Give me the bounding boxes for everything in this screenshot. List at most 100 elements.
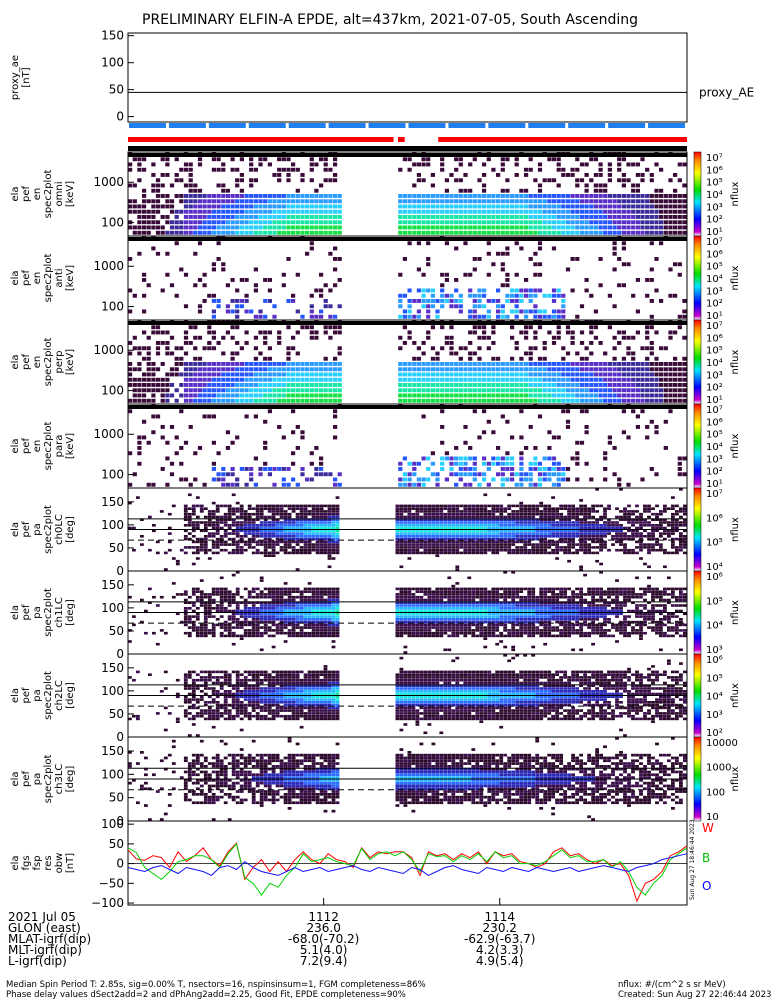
- heatmap-cell: [645, 335, 650, 340]
- heatmap-cell: [556, 393, 561, 398]
- heatmap-cell: [427, 521, 432, 524]
- heatmap-cell: [191, 551, 196, 555]
- heatmap-cell: [323, 535, 328, 538]
- heatmap-cell: [591, 551, 595, 555]
- heatmap-cell: [491, 215, 496, 219]
- heatmap-cell: [188, 194, 193, 198]
- heatmap-cell: [444, 341, 449, 345]
- heatmap-cell: [584, 194, 589, 198]
- heatmap-cell: [309, 388, 314, 393]
- heatmap-cell: [407, 388, 412, 393]
- heatmap-cell: [673, 220, 678, 225]
- heatmap-cell: [151, 430, 156, 435]
- heatmap-cell: [319, 220, 324, 225]
- heatmap-cell: [587, 521, 591, 524]
- heatmap-cell: [523, 526, 528, 530]
- heatmap-cell: [647, 504, 651, 508]
- heatmap-cell: [197, 194, 203, 198]
- heatmap-cell: [499, 532, 504, 535]
- heatmap-cell: [211, 634, 216, 638]
- heatmap-cell: [673, 393, 678, 398]
- heatmap-cell: [449, 467, 454, 471]
- heatmap-cell: [575, 507, 579, 510]
- heatmap-cell: [467, 537, 472, 541]
- heatmap-cell: [328, 393, 333, 398]
- heatmap-cell: [188, 425, 193, 429]
- heatmap-cell: [555, 551, 559, 555]
- heatmap-cell: [435, 351, 440, 356]
- heatmap-cell: [183, 601, 188, 604]
- heatmap-cell: [415, 512, 420, 516]
- heatmap-cell: [575, 456, 580, 461]
- heatmap-cell: [671, 529, 675, 533]
- heatmap-cell: [673, 388, 678, 393]
- heatmap-cell: [323, 220, 328, 225]
- heatmap-cell: [640, 225, 645, 230]
- heatmap-cell: [482, 398, 487, 403]
- heatmap-cell: [463, 507, 468, 510]
- heatmap-cell: [179, 225, 184, 230]
- heatmap-cell: [479, 518, 484, 521]
- heatmap-cell: [555, 526, 559, 530]
- heatmap-cell: [151, 388, 156, 393]
- heatmap-cell: [523, 524, 528, 527]
- heatmap-cell: [407, 524, 412, 527]
- heatmap-cell: [467, 540, 472, 544]
- heatmap-cell: [311, 529, 316, 533]
- heatmap-cell: [524, 309, 529, 314]
- heatmap-cell: [459, 526, 464, 530]
- heatmap-cell: [668, 204, 673, 209]
- heatmap-cell: [299, 532, 304, 535]
- heatmap-cell: [654, 220, 659, 225]
- heatmap-cell: [615, 524, 619, 527]
- heatmap-cell: [207, 524, 212, 527]
- heatmap-cell: [519, 518, 524, 521]
- heatmap-cell: [482, 362, 487, 366]
- heatmap-cell: [654, 215, 659, 219]
- heatmap-cell: [187, 607, 192, 610]
- heatmap-cell: [514, 304, 519, 309]
- heatmap-cell: [495, 504, 500, 508]
- heatmap-cell: [459, 551, 464, 555]
- heatmap-cell: [468, 288, 473, 293]
- heatmap-cell: [439, 548, 444, 552]
- heatmap-cell: [444, 188, 449, 193]
- heatmap-cell: [291, 362, 296, 366]
- heatmap-cell: [137, 209, 142, 214]
- heatmap-cell: [455, 526, 460, 530]
- heatmap-cell: [528, 356, 533, 361]
- heatmap-cell: [287, 537, 292, 541]
- heatmap-cell: [659, 512, 663, 516]
- heatmap-cell: [407, 461, 412, 466]
- heatmap-cell: [179, 461, 184, 466]
- heatmap-cell: [337, 204, 342, 209]
- heatmap-cell: [659, 167, 664, 172]
- heatmap-cell: [283, 548, 288, 552]
- heatmap-cell: [500, 362, 505, 366]
- heatmap-cell: [649, 362, 654, 366]
- heatmap-cell: [649, 299, 654, 303]
- heatmap-cell: [667, 535, 671, 538]
- heatmap-cell: [575, 215, 580, 219]
- heatmap-cell: [431, 551, 436, 555]
- heatmap-cell: [333, 178, 338, 183]
- heatmap-cell: [307, 543, 312, 546]
- heatmap-cell: [659, 230, 664, 235]
- heatmap-cell: [249, 472, 254, 477]
- heatmap-cell: [479, 543, 484, 546]
- heatmap-cell: [655, 526, 659, 530]
- heatmap-cell: [567, 504, 571, 508]
- heatmap-cell: [435, 472, 440, 477]
- heatmap-cell: [575, 518, 579, 521]
- heatmap-cell: [165, 157, 170, 162]
- heatmap-cell: [458, 372, 463, 377]
- heatmap-cell: [487, 510, 492, 513]
- heatmap-cell: [255, 529, 260, 533]
- heatmap-cell: [511, 537, 516, 541]
- heatmap-cell: [533, 383, 538, 387]
- heatmap-cell: [227, 526, 232, 530]
- heatmap-cell: [537, 230, 543, 235]
- heatmap-cell: [227, 507, 232, 510]
- heatmap-cell: [142, 167, 147, 172]
- heatmap-cell: [216, 183, 221, 188]
